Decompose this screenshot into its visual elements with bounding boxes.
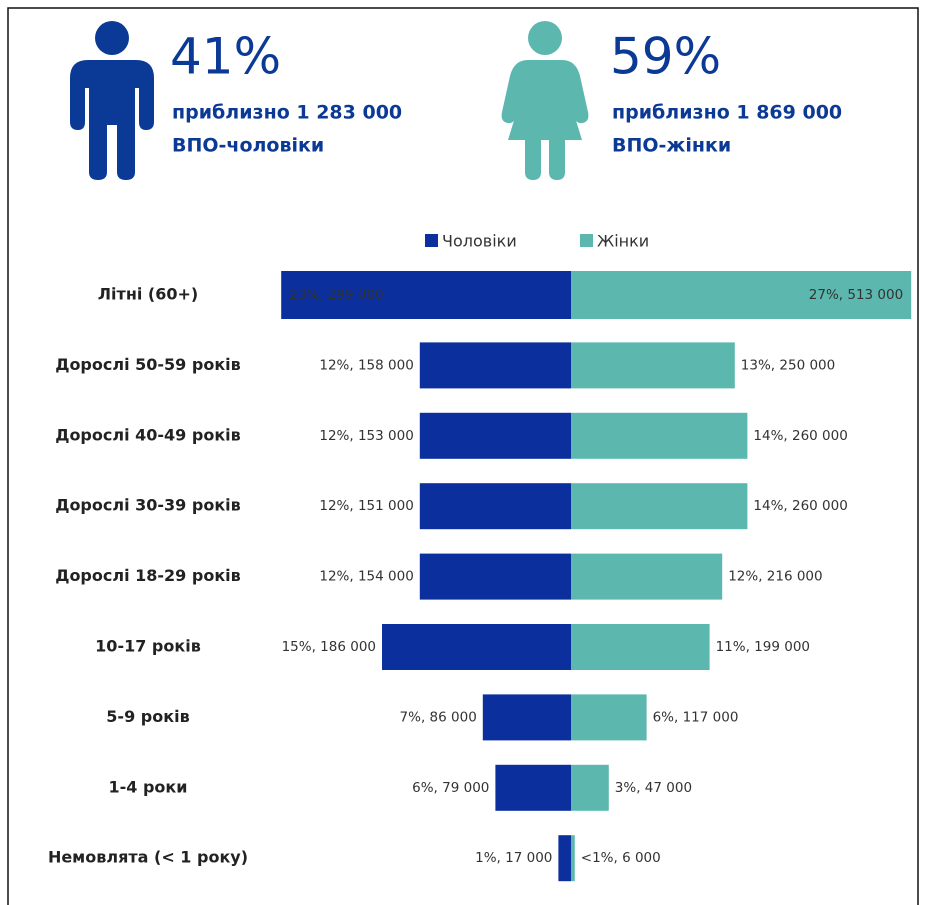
- value-label: 6%, 117 000: [653, 709, 739, 725]
- legend-swatch: [580, 234, 593, 247]
- bar: [571, 271, 912, 319]
- legend-label: Чоловіки: [442, 232, 517, 251]
- bar: [571, 624, 710, 670]
- value-label: 15%, 186 000: [282, 639, 376, 655]
- bar: [382, 624, 571, 670]
- category-label: Дорослі 40-49 років: [55, 425, 241, 444]
- value-label: 23%, 299 000: [289, 287, 383, 303]
- value-label: <1%, 6 000: [581, 850, 661, 866]
- value-label: 27%, 513 000: [809, 287, 903, 303]
- category-label: 1-4 роки: [109, 777, 188, 796]
- bar: [419, 483, 571, 530]
- legend-label: Жінки: [597, 232, 649, 251]
- bar: [482, 694, 571, 741]
- category-label: 5-9 років: [106, 707, 189, 726]
- category-label: Немовлята (< 1 року): [48, 848, 248, 867]
- category-label: Дорослі 18-29 років: [55, 566, 241, 585]
- woman-icon: [501, 21, 589, 180]
- women-approx: приблизно 1 869 000: [612, 102, 842, 124]
- value-label: 14%, 260 000: [753, 498, 847, 514]
- value-label: 14%, 260 000: [753, 428, 847, 444]
- value-label: 11%, 199 000: [716, 639, 810, 655]
- value-label: 3%, 47 000: [615, 780, 692, 796]
- category-label: Літні (60+): [98, 285, 198, 304]
- men-label: ВПО-чоловіки: [172, 135, 324, 157]
- chart: Чоловіки Жінки Літні (60+) 23%, 299 000 27%,…: [48, 232, 912, 882]
- category-label: Дорослі 30-39 років: [55, 496, 241, 515]
- bar: [571, 553, 723, 600]
- bar: [495, 764, 571, 811]
- bar: [571, 412, 748, 459]
- bar: [558, 835, 571, 882]
- bar: [419, 342, 571, 389]
- women-label: ВПО-жінки: [612, 135, 731, 157]
- value-label: 7%, 86 000: [400, 709, 477, 725]
- value-label: 12%, 153 000: [319, 428, 413, 444]
- category-label: 10-17 років: [95, 637, 201, 656]
- women-percent: 59%: [610, 28, 721, 86]
- bar: [571, 764, 609, 811]
- bar: [419, 553, 571, 600]
- value-label: 12%, 216 000: [728, 569, 822, 585]
- category-label: Дорослі 50-59 років: [55, 355, 241, 374]
- bar: [571, 342, 735, 389]
- value-label: 6%, 79 000: [412, 780, 489, 796]
- value-label: 12%, 154 000: [319, 569, 413, 585]
- legend-swatch: [425, 234, 438, 247]
- man-icon: [70, 21, 154, 180]
- value-label: 13%, 250 000: [741, 357, 835, 373]
- bar: [281, 271, 571, 319]
- bar: [571, 694, 647, 741]
- frame: [7, 7, 919, 905]
- bar: [571, 835, 575, 882]
- value-label: 12%, 158 000: [319, 357, 413, 373]
- men-percent: 41%: [170, 28, 281, 86]
- men-approx: приблизно 1 283 000: [172, 102, 402, 124]
- value-label: 1%, 17 000: [475, 850, 552, 866]
- value-label: 12%, 151 000: [319, 498, 413, 514]
- bar: [571, 483, 748, 530]
- bar: [419, 412, 571, 459]
